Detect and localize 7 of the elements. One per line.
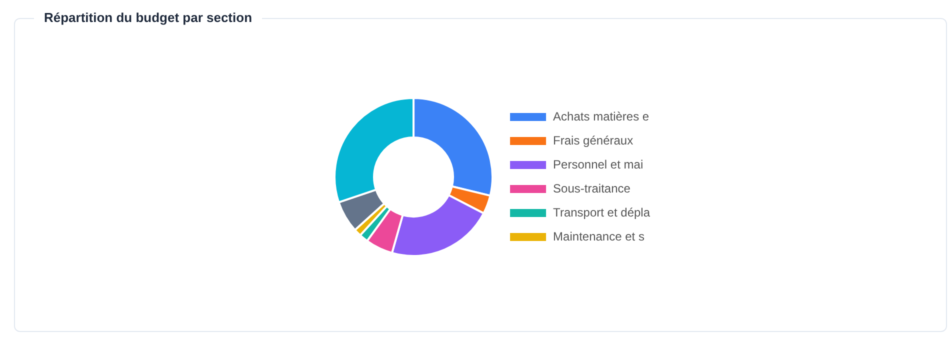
legend-label: Personnel et mai: [553, 157, 644, 172]
legend-label: Transport et dépla: [553, 205, 650, 220]
legend-label: Frais généraux: [553, 133, 634, 148]
legend-label: Sous-traitance: [553, 181, 631, 196]
legend-label: Achats matières e: [553, 109, 650, 124]
legend-label: Maintenance et s: [553, 229, 644, 244]
text: Répartition du budget par section: [34, 10, 262, 25]
